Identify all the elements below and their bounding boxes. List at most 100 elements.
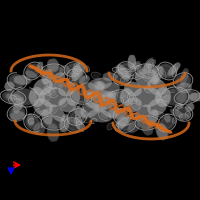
Ellipse shape bbox=[149, 63, 153, 71]
Ellipse shape bbox=[15, 100, 21, 106]
Ellipse shape bbox=[129, 94, 135, 103]
Ellipse shape bbox=[50, 90, 57, 96]
Ellipse shape bbox=[45, 94, 50, 100]
Ellipse shape bbox=[2, 91, 24, 103]
Ellipse shape bbox=[10, 97, 15, 102]
Ellipse shape bbox=[56, 81, 63, 87]
Ellipse shape bbox=[88, 91, 92, 95]
Ellipse shape bbox=[43, 117, 63, 129]
Ellipse shape bbox=[157, 97, 163, 102]
Ellipse shape bbox=[173, 118, 176, 122]
Ellipse shape bbox=[100, 82, 120, 98]
Ellipse shape bbox=[45, 89, 51, 94]
Ellipse shape bbox=[92, 119, 96, 123]
Ellipse shape bbox=[29, 119, 33, 123]
Ellipse shape bbox=[74, 107, 88, 118]
Ellipse shape bbox=[163, 88, 187, 106]
Ellipse shape bbox=[108, 124, 112, 129]
Ellipse shape bbox=[66, 88, 80, 106]
Ellipse shape bbox=[48, 59, 58, 72]
Ellipse shape bbox=[58, 82, 76, 96]
Ellipse shape bbox=[159, 115, 175, 131]
Ellipse shape bbox=[142, 120, 152, 135]
Ellipse shape bbox=[140, 69, 148, 75]
Ellipse shape bbox=[164, 97, 170, 101]
Ellipse shape bbox=[186, 104, 194, 111]
Ellipse shape bbox=[120, 119, 134, 131]
Ellipse shape bbox=[181, 68, 188, 85]
Ellipse shape bbox=[39, 87, 67, 107]
Ellipse shape bbox=[122, 78, 129, 83]
Ellipse shape bbox=[128, 55, 135, 69]
Ellipse shape bbox=[110, 91, 128, 103]
Ellipse shape bbox=[160, 69, 165, 78]
Ellipse shape bbox=[74, 118, 84, 130]
Ellipse shape bbox=[128, 72, 136, 77]
Ellipse shape bbox=[171, 109, 183, 117]
Ellipse shape bbox=[9, 74, 25, 88]
Ellipse shape bbox=[62, 101, 66, 106]
Ellipse shape bbox=[124, 82, 142, 96]
Ellipse shape bbox=[178, 105, 183, 108]
Ellipse shape bbox=[135, 104, 151, 122]
Ellipse shape bbox=[181, 115, 187, 119]
Ellipse shape bbox=[25, 115, 41, 131]
Ellipse shape bbox=[146, 87, 153, 92]
Ellipse shape bbox=[145, 77, 152, 82]
Ellipse shape bbox=[152, 66, 163, 80]
Ellipse shape bbox=[137, 65, 157, 77]
Ellipse shape bbox=[35, 110, 41, 116]
Ellipse shape bbox=[116, 117, 129, 128]
Ellipse shape bbox=[93, 73, 100, 78]
Ellipse shape bbox=[30, 93, 37, 100]
Ellipse shape bbox=[165, 114, 170, 122]
Ellipse shape bbox=[33, 98, 53, 116]
Ellipse shape bbox=[148, 109, 158, 125]
Ellipse shape bbox=[133, 87, 161, 107]
Ellipse shape bbox=[173, 66, 177, 75]
Ellipse shape bbox=[135, 72, 151, 90]
Ellipse shape bbox=[187, 102, 194, 109]
Ellipse shape bbox=[134, 73, 142, 78]
Ellipse shape bbox=[117, 65, 129, 80]
Ellipse shape bbox=[42, 69, 52, 85]
Ellipse shape bbox=[6, 94, 20, 100]
Ellipse shape bbox=[84, 90, 116, 110]
Ellipse shape bbox=[46, 88, 54, 93]
Ellipse shape bbox=[131, 62, 141, 70]
Ellipse shape bbox=[5, 82, 14, 91]
Ellipse shape bbox=[29, 87, 45, 107]
Ellipse shape bbox=[175, 106, 191, 120]
Ellipse shape bbox=[93, 104, 101, 112]
Ellipse shape bbox=[145, 59, 155, 69]
Ellipse shape bbox=[115, 70, 131, 84]
Ellipse shape bbox=[13, 98, 23, 113]
Ellipse shape bbox=[14, 76, 30, 84]
Ellipse shape bbox=[143, 64, 151, 73]
Ellipse shape bbox=[189, 93, 200, 101]
Ellipse shape bbox=[117, 122, 123, 130]
Ellipse shape bbox=[94, 105, 106, 112]
Ellipse shape bbox=[155, 112, 164, 116]
Ellipse shape bbox=[47, 104, 52, 108]
Ellipse shape bbox=[130, 114, 137, 118]
Ellipse shape bbox=[37, 62, 43, 72]
Ellipse shape bbox=[34, 123, 44, 134]
Ellipse shape bbox=[156, 124, 168, 139]
Ellipse shape bbox=[78, 123, 84, 130]
Ellipse shape bbox=[135, 66, 139, 70]
Ellipse shape bbox=[108, 108, 125, 119]
Ellipse shape bbox=[114, 68, 123, 72]
Ellipse shape bbox=[28, 114, 34, 126]
Ellipse shape bbox=[168, 85, 175, 91]
Ellipse shape bbox=[80, 102, 100, 118]
Ellipse shape bbox=[186, 113, 190, 117]
Ellipse shape bbox=[123, 72, 130, 77]
Ellipse shape bbox=[25, 63, 41, 79]
Ellipse shape bbox=[168, 63, 180, 75]
Ellipse shape bbox=[137, 117, 157, 129]
Ellipse shape bbox=[74, 67, 80, 72]
Ellipse shape bbox=[178, 83, 192, 92]
Ellipse shape bbox=[128, 121, 140, 132]
Ellipse shape bbox=[41, 111, 49, 115]
